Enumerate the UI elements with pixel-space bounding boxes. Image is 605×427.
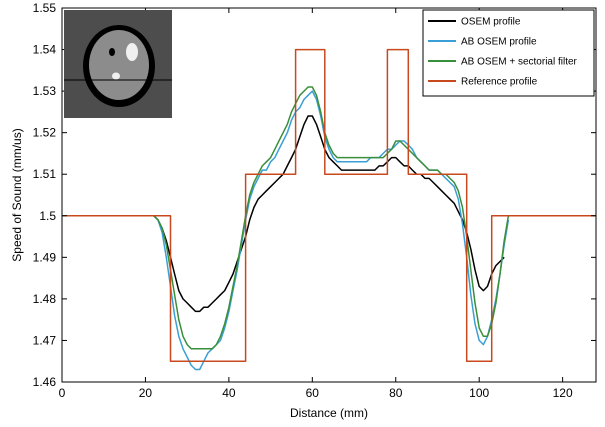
series-layer <box>62 48 596 371</box>
y-tick-label: 1.48 <box>33 292 57 306</box>
x-tick-label: 60 <box>306 386 320 400</box>
x-tick-label: 100 <box>469 386 489 400</box>
y-tick-label: 1.49 <box>33 250 57 264</box>
legend-label-2: AB OSEM + sectorial filter <box>461 57 578 68</box>
phantom-dark-spot <box>109 48 115 56</box>
y-tick-label: 1.5 <box>39 209 56 223</box>
y-tick-label: 1.46 <box>33 375 57 389</box>
legend-label-3: Reference profile <box>461 77 538 88</box>
series-line-3 <box>62 48 596 362</box>
phantom-inner <box>89 30 149 100</box>
y-tick-label: 1.52 <box>33 126 57 140</box>
x-tick-label: 0 <box>59 386 66 400</box>
y-tick-label: 1.47 <box>33 333 57 347</box>
x-tick-label: 80 <box>389 386 403 400</box>
ticks-layer: 0 20 40 60 80 100 120 1.46 1.47 1.48 1.49 1.5 1.51 1.… <box>33 1 596 400</box>
phantom-bright-spot <box>126 43 138 61</box>
y-axis-title: Speed of Sound (mm/us) <box>10 128 24 261</box>
phantom-small-spot <box>112 72 120 80</box>
x-tick-label: 40 <box>222 386 236 400</box>
y-tick-label: 1.51 <box>33 167 57 181</box>
x-tick-label: 120 <box>553 386 573 400</box>
x-tick-label: 20 <box>139 386 153 400</box>
legend-items: OSEM profile AB OSEM profile AB OSEM + sec… <box>428 17 578 88</box>
plot-frame <box>61 7 597 383</box>
series-line-0 <box>149 115 505 313</box>
y-tick-label: 1.53 <box>33 84 57 98</box>
phantom-image <box>64 10 172 118</box>
y-tick-label: 1.55 <box>33 1 57 15</box>
series-line-2 <box>153 86 510 350</box>
legend-label-0: OSEM profile <box>461 17 521 28</box>
y-tick-label: 1.54 <box>33 43 57 57</box>
legend: OSEM profile AB OSEM profile AB OSEM + sec… <box>422 9 595 97</box>
legend-label-1: AB OSEM profile <box>461 37 537 48</box>
x-axis-title: Distance (mm) <box>290 406 368 420</box>
